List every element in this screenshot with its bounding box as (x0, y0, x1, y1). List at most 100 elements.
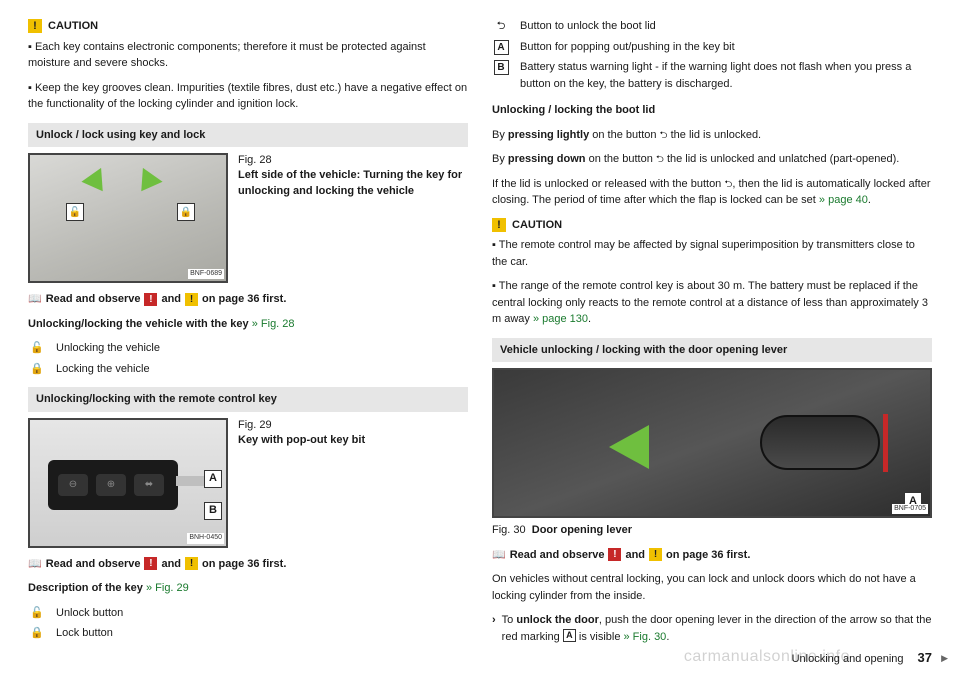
caution-label: CAUTION (48, 18, 98, 35)
def-lock-btn-text: Lock button (56, 625, 113, 642)
subhead-2-link: » Fig. 29 (143, 582, 189, 594)
read-b: and (161, 291, 181, 308)
section-bar-door-lever: Vehicle unlocking / locking with the doo… (492, 338, 932, 363)
t: the lid is unlocked. (668, 129, 762, 141)
t: pressing down (508, 153, 586, 165)
read-observe-line-1: Read and observe ! and ! on page 36 firs… (28, 291, 468, 308)
warning-red-icon: ! (144, 557, 157, 570)
section-bar-unlock-key: Unlock / lock using key and lock (28, 123, 468, 148)
label-B-29: B (204, 502, 222, 520)
def-lock-vehicle: Locking the vehicle (28, 361, 468, 378)
read-c3: on page 36 first. (666, 547, 750, 564)
def-A-text: Button for popping out/pushing in the ke… (520, 39, 735, 56)
key-boot-btn-icon: ⬌ (134, 474, 164, 496)
def-lock-text: Locking the vehicle (56, 361, 150, 378)
subhead-1-text: Unlocking/locking the vehicle with the k… (28, 318, 249, 330)
figure-28-code: BNF-0689 (188, 269, 224, 280)
label-A-icon: A (494, 40, 509, 55)
arrow-left-icon (81, 168, 112, 198)
t: is visible (576, 631, 624, 643)
t: The remote control may be affected by si… (492, 239, 915, 268)
t: . (868, 194, 871, 206)
deflist-1: Unlocking the vehicle Locking the vehicl… (28, 340, 468, 377)
caution-p2: Keep the key grooves clean. Impurities (… (28, 82, 467, 111)
arrow-right-icon (131, 168, 162, 198)
unlock-icon (28, 340, 46, 357)
figure-28-num: Fig. 28 (238, 153, 468, 168)
warning-red-icon: ! (608, 548, 621, 561)
section-bar-remote: Unlocking/locking with the remote contro… (28, 387, 468, 412)
warning-yellow-icon: ! (649, 548, 662, 561)
subhead-2-text: Description of the key (28, 582, 143, 594)
caution-label-2: CAUTION (512, 217, 562, 234)
lock-symbol-icon: 🔒 (177, 203, 195, 221)
label-B-icon: B (494, 60, 509, 75)
figure-29-caption: Fig. 29 Key with pop-out key bit (238, 418, 365, 548)
read-observe-line-2: Read and observe ! and ! on page 36 firs… (28, 556, 468, 573)
subhead-1-link: » Fig. 28 (249, 318, 295, 330)
def-boot-text: Button to unlock the boot lid (520, 18, 656, 35)
def-unlock-vehicle: Unlocking the vehicle (28, 340, 468, 357)
unlock-boot-head: Unlocking / locking the boot lid (492, 102, 932, 119)
warning-yellow-icon: ! (185, 557, 198, 570)
warning-red-icon: ! (144, 293, 157, 306)
book-icon (28, 556, 42, 573)
left-column: ! CAUTION ▪ Each key contains electronic… (28, 18, 468, 652)
figure-28-text: Left side of the vehicle: Turning the ke… (238, 169, 462, 196)
unlock-icon (28, 605, 46, 622)
key-unlock-btn-icon: ⊖ (58, 474, 88, 496)
key-body-shape: ⊖ ⊕ ⬌ (48, 460, 178, 510)
warning-yellow-icon: ! (185, 293, 198, 306)
caution-p1: Each key contains electronic components;… (28, 41, 426, 70)
unlock-p2: By pressing down on the button the lid i… (492, 151, 932, 168)
figure-30-num: Fig. 30 (492, 524, 526, 536)
action-text: To unlock the door, push the door openin… (502, 612, 932, 645)
t: If the lid is unlocked or released with … (492, 178, 724, 190)
t: To (502, 614, 517, 626)
caution-icon: ! (492, 218, 506, 232)
book-icon (492, 547, 506, 564)
unlock-symbol-icon: 🔓 (66, 203, 84, 221)
action-unlock-door: To unlock the door, push the door openin… (492, 612, 932, 645)
door-handle-shape (760, 415, 880, 470)
caution-r1: ▪ The remote control may be affected by … (492, 237, 932, 270)
caution-text-1: ▪ Each key contains electronic component… (28, 39, 468, 72)
figure-30-code: BNF-0705 (892, 504, 928, 515)
continue-icon: ▶ (941, 652, 948, 666)
unlock-p3: If the lid is unlocked or released with … (492, 176, 932, 209)
def-B: B Battery status warning light - if the w… (492, 59, 932, 92)
subhead-2: Description of the key » Fig. 29 (28, 580, 468, 597)
figure-30-image: A BNF-0705 (492, 368, 932, 518)
page-layout: ! CAUTION ▪ Each key contains electronic… (0, 0, 960, 652)
book-icon (28, 291, 42, 308)
caution-icon: ! (28, 19, 42, 33)
t: on the button (586, 153, 656, 165)
action-marker-icon (492, 612, 496, 645)
def-A: A Button for popping out/pushing in the k… (492, 39, 932, 56)
caution-header-2: ! CAUTION (492, 217, 932, 234)
def-B-text: Battery status warning light - if the wa… (520, 59, 932, 92)
sec3-p1: On vehicles without central locking, you… (492, 571, 932, 604)
page-link: » page 40 (819, 194, 868, 206)
def-unlock-btn-text: Unlock button (56, 605, 123, 622)
def-boot: Button to unlock the boot lid (492, 18, 932, 35)
caution-header: ! CAUTION (28, 18, 468, 35)
def-unlock-btn: Unlock button (28, 605, 468, 622)
t: . (666, 631, 669, 643)
def-unlock-text: Unlocking the vehicle (56, 340, 160, 357)
boot-icon (492, 18, 510, 35)
figure-29-image: ⊖ ⊕ ⬌ A B BNH-0450 (28, 418, 228, 548)
subhead-1: Unlocking/locking the vehicle with the k… (28, 316, 468, 333)
figure-28-image: 🔓 🔒 BNF-0689 (28, 153, 228, 283)
figure-28-box: 🔓 🔒 BNF-0689 Fig. 28 Left side of the ve… (28, 153, 468, 283)
label-A-29: A (204, 470, 222, 488)
deflist-3: Button to unlock the boot lid A Button fo… (492, 18, 932, 92)
figure-30-text: Door opening lever (532, 524, 632, 536)
caution-text-2: ▪ Keep the key grooves clean. Impurities… (28, 80, 468, 113)
read-a3: Read and observe (510, 547, 605, 564)
t: . (588, 313, 591, 325)
figure-29-box: ⊖ ⊕ ⬌ A B BNH-0450 Fig. 29 Key with pop-… (28, 418, 468, 548)
t: By (492, 129, 508, 141)
footer-section: Unlocking and opening (792, 651, 904, 668)
read-c: on page 36 first. (202, 291, 286, 308)
